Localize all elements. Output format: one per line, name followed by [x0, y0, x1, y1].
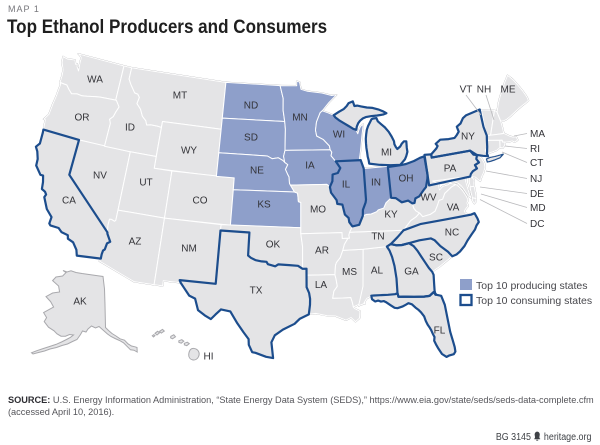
svg-text:NV: NV: [93, 171, 107, 182]
svg-text:DE: DE: [530, 189, 544, 200]
svg-text:IN: IN: [371, 178, 381, 189]
svg-text:CO: CO: [193, 196, 208, 207]
svg-text:CA: CA: [62, 196, 76, 207]
svg-text:Top 10 consuming states: Top 10 consuming states: [476, 295, 592, 307]
svg-text:DC: DC: [530, 219, 544, 230]
svg-text:VT: VT: [460, 85, 473, 96]
svg-text:TX: TX: [250, 286, 263, 297]
svg-text:GA: GA: [404, 267, 419, 278]
svg-text:UT: UT: [139, 178, 152, 189]
svg-text:AR: AR: [315, 246, 329, 257]
svg-text:IA: IA: [305, 161, 315, 172]
svg-text:MN: MN: [292, 113, 308, 124]
svg-text:NM: NM: [181, 244, 197, 255]
svg-text:MA: MA: [530, 129, 545, 140]
svg-text:MO: MO: [310, 205, 326, 216]
svg-text:IL: IL: [342, 180, 351, 191]
svg-text:OH: OH: [399, 174, 414, 185]
svg-text:WA: WA: [87, 75, 103, 86]
svg-text:HI: HI: [204, 352, 214, 363]
svg-text:WV: WV: [420, 193, 436, 204]
svg-text:MI: MI: [381, 148, 392, 159]
svg-text:RI: RI: [530, 144, 540, 155]
svg-text:AK: AK: [73, 297, 87, 308]
svg-text:ND: ND: [244, 101, 258, 112]
svg-text:FL: FL: [434, 326, 446, 337]
svg-text:KS: KS: [257, 200, 271, 211]
svg-text:PA: PA: [444, 164, 457, 175]
svg-text:SC: SC: [429, 253, 443, 264]
svg-text:ID: ID: [125, 123, 135, 134]
svg-text:OK: OK: [266, 240, 281, 251]
svg-text:MT: MT: [173, 91, 187, 102]
svg-text:NY: NY: [461, 132, 475, 143]
svg-text:NE: NE: [250, 166, 264, 177]
svg-text:Top 10 producing states: Top 10 producing states: [476, 280, 588, 292]
svg-text:OR: OR: [75, 113, 90, 124]
svg-text:AZ: AZ: [129, 237, 142, 248]
svg-text:CT: CT: [530, 158, 543, 169]
svg-text:NJ: NJ: [530, 174, 542, 185]
svg-text:NC: NC: [445, 228, 459, 239]
svg-text:MD: MD: [530, 203, 546, 214]
svg-text:NH: NH: [477, 85, 491, 96]
svg-text:MS: MS: [342, 267, 357, 278]
svg-text:WY: WY: [181, 146, 197, 157]
svg-text:SD: SD: [244, 133, 258, 144]
svg-text:AL: AL: [371, 266, 384, 277]
svg-text:TN: TN: [371, 232, 384, 243]
svg-text:ME: ME: [501, 85, 516, 96]
svg-text:VA: VA: [447, 203, 460, 214]
svg-text:KY: KY: [384, 210, 398, 221]
svg-text:LA: LA: [315, 280, 328, 291]
svg-text:WI: WI: [333, 130, 345, 141]
